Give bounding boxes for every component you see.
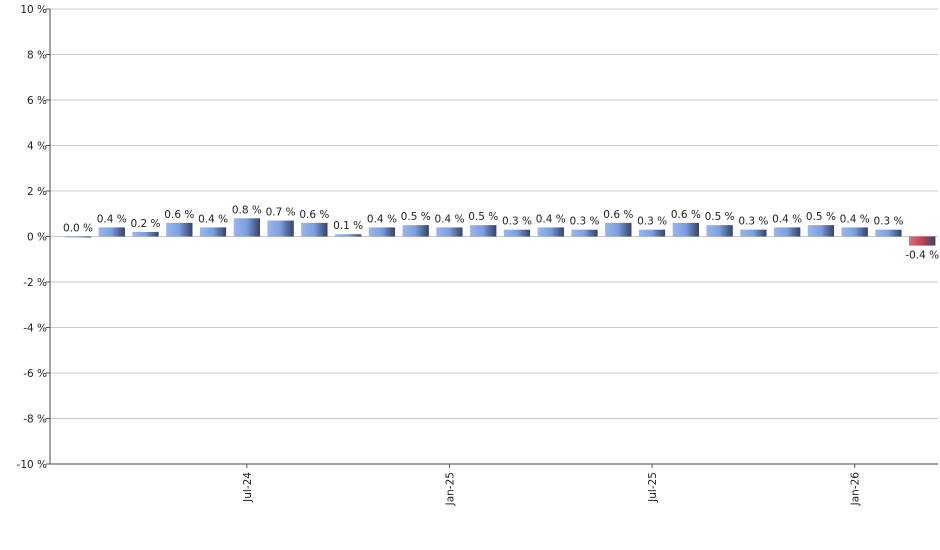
bar	[773, 227, 801, 237]
bar	[132, 231, 159, 237]
bar	[233, 218, 261, 237]
x-tick-label: Jul-24	[242, 472, 254, 503]
bar	[64, 236, 92, 238]
bar	[334, 234, 362, 237]
y-tick-label: 4 %	[27, 141, 47, 153]
bar	[267, 220, 294, 237]
value-label: -0.4 %	[905, 250, 939, 262]
value-label: 0.4 %	[840, 213, 870, 225]
bar	[503, 229, 531, 237]
bar	[301, 222, 328, 237]
bar	[605, 222, 632, 237]
value-label: 0.3 %	[738, 216, 768, 228]
value-label: 0.6 %	[671, 209, 701, 221]
bar	[571, 229, 598, 237]
value-label: 0.4 %	[536, 213, 566, 225]
value-label: 0.4 %	[97, 213, 127, 225]
bar	[166, 222, 193, 237]
value-label: 0.0 %	[63, 223, 93, 235]
bar	[638, 229, 666, 237]
value-label: 0.6 %	[164, 209, 194, 221]
bar	[537, 227, 564, 237]
bar	[909, 236, 936, 246]
y-tick-label: -6 %	[23, 368, 47, 380]
bar	[706, 225, 733, 237]
y-tick-label: 6 %	[27, 95, 47, 107]
value-label: 0.4 %	[434, 213, 464, 225]
bar	[875, 229, 902, 237]
bar	[470, 225, 497, 237]
y-tick-label: 10 %	[20, 4, 47, 16]
bar	[199, 227, 227, 237]
y-tick-label: -4 %	[23, 323, 47, 335]
value-label: 0.6 %	[603, 209, 633, 221]
x-tick-label: Jan-26	[850, 472, 862, 507]
value-label: 0.4 %	[198, 213, 228, 225]
value-label: 0.5 %	[806, 211, 836, 223]
value-label: 0.3 %	[502, 216, 532, 228]
value-label: 0.5 %	[468, 211, 498, 223]
y-tick-label: -8 %	[23, 414, 47, 426]
value-label: 0.5 %	[705, 211, 735, 223]
value-label: 0.3 %	[570, 216, 600, 228]
bar	[402, 225, 429, 237]
bar	[436, 227, 463, 237]
y-tick-label: 8 %	[27, 50, 47, 62]
bar	[98, 227, 125, 237]
value-label: 0.4 %	[367, 213, 397, 225]
value-label: 0.7 %	[266, 207, 296, 219]
value-label: 0.6 %	[299, 209, 329, 221]
value-label: 0.3 %	[873, 216, 903, 228]
bar	[807, 225, 835, 237]
value-label: 0.4 %	[772, 213, 802, 225]
y-tick-label: -10 %	[17, 459, 47, 471]
x-tick-label: Jul-25	[647, 472, 659, 503]
bar	[368, 227, 396, 237]
x-tick-label: Jan-25	[444, 472, 456, 506]
value-label: 0.3 %	[637, 216, 667, 228]
bar	[841, 227, 868, 237]
value-label: 0.5 %	[401, 211, 431, 223]
y-tick-label: 2 %	[27, 186, 47, 198]
value-label: 0.8 %	[232, 204, 262, 216]
y-tick-label: -2 %	[23, 277, 47, 289]
y-tick-label: 0 %	[27, 232, 47, 244]
value-label: 0.2 %	[131, 218, 161, 230]
bar	[672, 222, 700, 237]
bar	[740, 229, 767, 237]
value-label: 0.1 %	[333, 220, 363, 232]
